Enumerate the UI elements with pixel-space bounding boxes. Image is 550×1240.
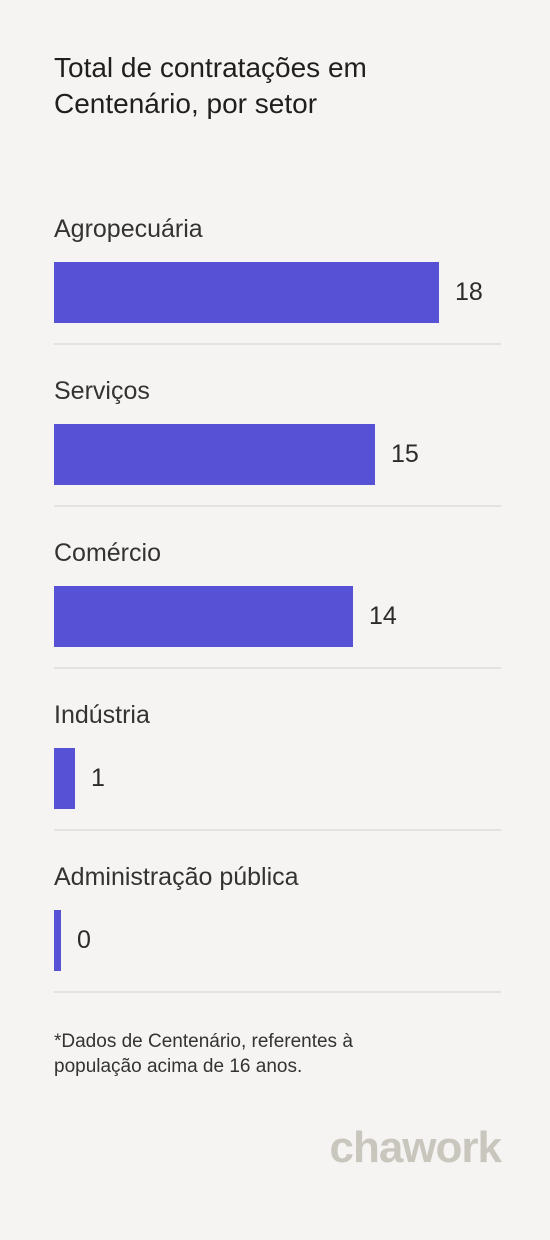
footnote-line-2: população acima de 16 anos. bbox=[54, 1056, 303, 1077]
category-label: Serviços bbox=[54, 377, 150, 405]
bar bbox=[54, 586, 353, 647]
row-divider bbox=[54, 991, 501, 993]
bar bbox=[54, 910, 61, 971]
bar bbox=[54, 262, 439, 323]
row-divider bbox=[54, 667, 501, 669]
row-divider bbox=[54, 829, 501, 831]
category-label: Administração pública bbox=[54, 863, 299, 891]
footnote: *Dados de Centenário, referentes à popul… bbox=[54, 1029, 474, 1079]
footnote-line-1: *Dados de Centenário, referentes à bbox=[54, 1031, 353, 1052]
category-label: Comércio bbox=[54, 539, 161, 567]
bar-value-label: 14 bbox=[369, 602, 397, 630]
brand-logo: chawork bbox=[329, 1123, 502, 1172]
bar-row: Agropecuária 18 bbox=[54, 198, 501, 360]
bar-row: Administração pública 0 bbox=[54, 846, 501, 1008]
bar bbox=[54, 748, 75, 809]
chart-title-line-2: Centenário, por setor bbox=[54, 88, 318, 119]
bar-value-label: 1 bbox=[91, 764, 105, 792]
bar-row: Serviços 15 bbox=[54, 360, 501, 522]
bar-row: Indústria 1 bbox=[54, 684, 501, 846]
bar-value-label: 18 bbox=[455, 278, 483, 306]
row-divider bbox=[54, 343, 501, 345]
bar-value-label: 15 bbox=[391, 440, 419, 468]
category-label: Indústria bbox=[54, 701, 150, 729]
row-divider bbox=[54, 505, 501, 507]
bar-chart: Agropecuária 18 Serviços 15 Comércio 14 Indúst… bbox=[54, 198, 501, 1008]
chart-title: Total de contratações em Centenário, por… bbox=[54, 50, 514, 122]
category-label: Agropecuária bbox=[54, 215, 203, 243]
bar bbox=[54, 424, 375, 485]
chart-title-line-1: Total de contratações em bbox=[54, 52, 367, 83]
bar-value-label: 0 bbox=[77, 926, 91, 954]
bar-row: Comércio 14 bbox=[54, 522, 501, 684]
